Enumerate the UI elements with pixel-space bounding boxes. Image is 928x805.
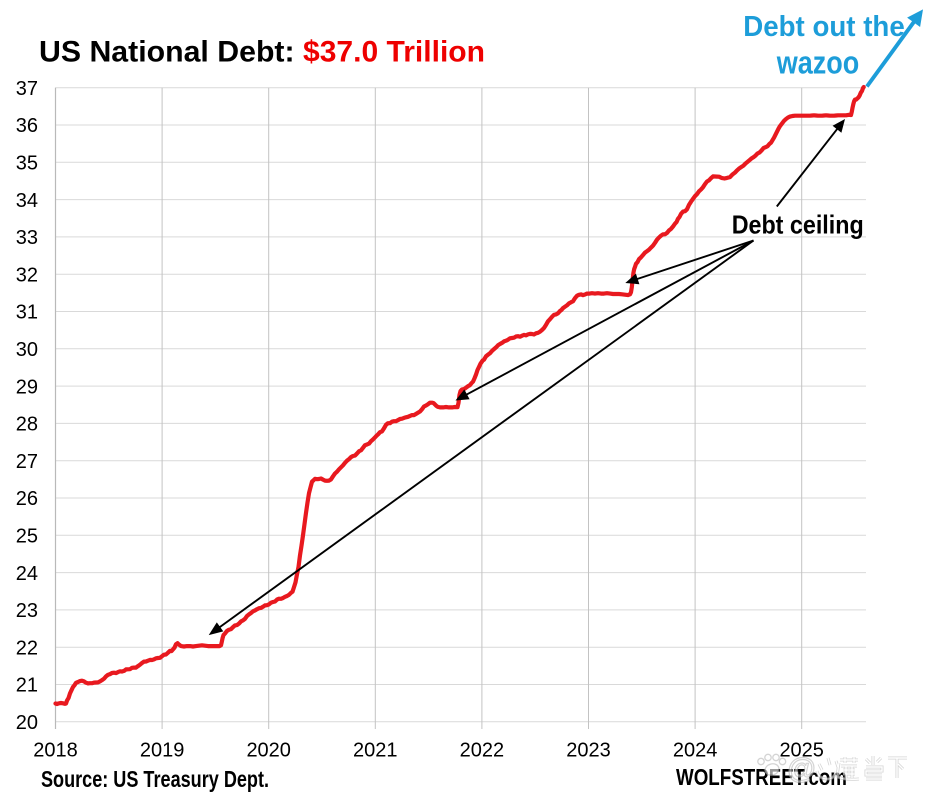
svg-text:@: @ bbox=[787, 753, 815, 785]
svg-text:wazoo: wazoo bbox=[776, 45, 859, 81]
svg-text:37: 37 bbox=[16, 78, 38, 100]
svg-text:34: 34 bbox=[16, 190, 38, 212]
svg-text:21: 21 bbox=[16, 675, 38, 697]
svg-text:33: 33 bbox=[16, 227, 38, 249]
svg-text:2022: 2022 bbox=[460, 740, 505, 762]
svg-text:20: 20 bbox=[16, 712, 38, 734]
svg-text:36: 36 bbox=[16, 115, 38, 137]
svg-text:2025: 2025 bbox=[779, 740, 824, 762]
svg-text:35: 35 bbox=[16, 153, 38, 175]
svg-text:2020: 2020 bbox=[246, 740, 291, 762]
svg-text:2023: 2023 bbox=[566, 740, 611, 762]
svg-text:Source: US Treasury Dept.: Source: US Treasury Dept. bbox=[41, 766, 269, 792]
svg-text:Debt out the: Debt out the bbox=[743, 11, 905, 43]
svg-text:27: 27 bbox=[16, 451, 38, 473]
svg-text:25: 25 bbox=[16, 526, 38, 548]
svg-text:24: 24 bbox=[16, 563, 38, 585]
svg-text:28: 28 bbox=[16, 414, 38, 436]
svg-text:2019: 2019 bbox=[140, 740, 185, 762]
svg-text:2018: 2018 bbox=[33, 740, 78, 762]
svg-text:22: 22 bbox=[16, 637, 38, 659]
svg-text:2024: 2024 bbox=[673, 740, 718, 762]
svg-text:US National Debt: $37.0 Trilli: US National Debt: $37.0 Trillion bbox=[39, 35, 485, 68]
svg-text:32: 32 bbox=[16, 264, 38, 286]
svg-text:Debt ceiling: Debt ceiling bbox=[732, 210, 864, 240]
svg-text:31: 31 bbox=[16, 302, 38, 324]
svg-text:2021: 2021 bbox=[353, 740, 398, 762]
svg-text:23: 23 bbox=[16, 600, 38, 622]
svg-text:29: 29 bbox=[16, 376, 38, 398]
svg-text:30: 30 bbox=[16, 339, 38, 361]
svg-text:26: 26 bbox=[16, 488, 38, 510]
